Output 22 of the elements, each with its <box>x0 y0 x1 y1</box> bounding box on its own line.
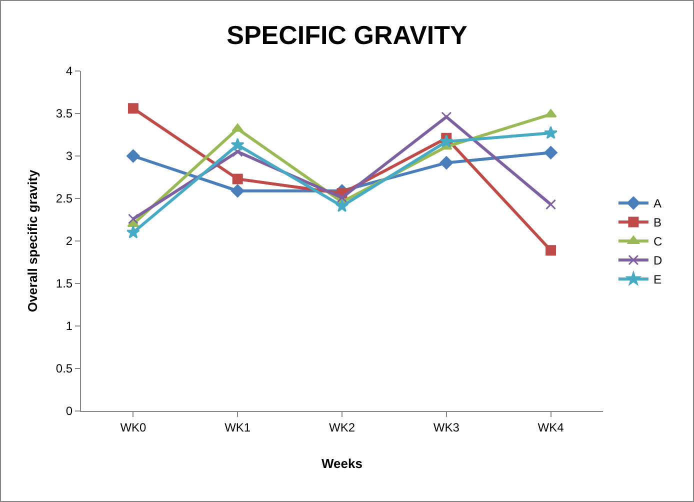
legend-label: B <box>653 216 662 230</box>
chart-title: SPECIFIC GRAVITY <box>226 20 468 50</box>
legend-label: D <box>653 254 662 268</box>
y-tick-label: 3.5 <box>56 106 73 121</box>
y-tick-label: 2 <box>66 234 73 248</box>
x-tick-label: WK0 <box>120 420 147 434</box>
y-tick-label: 2.5 <box>56 192 73 206</box>
x-tick-label: WK4 <box>538 420 564 434</box>
y-tick-label: 4 <box>66 64 73 78</box>
y-tick-label: 3 <box>66 149 73 164</box>
legend-label: A <box>653 196 662 211</box>
y-tick-label: 0 <box>66 404 73 418</box>
x-tick-label: WK1 <box>224 420 251 434</box>
legend-label: E <box>653 272 662 287</box>
y-tick-label: 1.5 <box>56 276 73 291</box>
x-tick-label: WK2 <box>328 420 356 434</box>
x-axis-title: Weeks <box>322 456 362 471</box>
legend-label: C <box>653 234 662 249</box>
y-tick-label: 0.5 <box>56 362 73 376</box>
y-tick-label: 1 <box>66 319 73 334</box>
x-tick-label: WK3 <box>433 420 460 434</box>
y-axis-title: Overall specific gravity <box>24 169 40 312</box>
